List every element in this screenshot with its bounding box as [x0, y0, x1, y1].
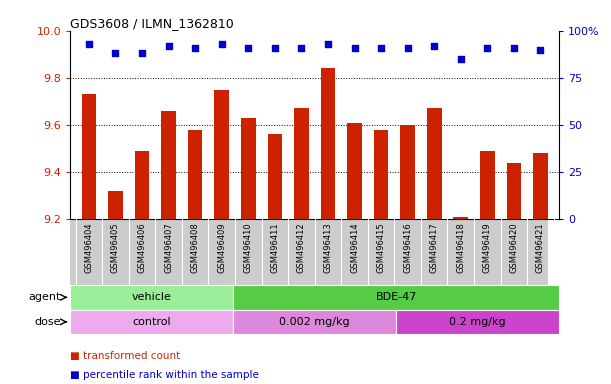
Point	[509, 45, 519, 51]
Text: 0.002 mg/kg: 0.002 mg/kg	[279, 317, 350, 327]
Point	[349, 45, 359, 51]
Bar	[507, 162, 521, 219]
Bar	[396, 310, 559, 334]
Text: GSM496406: GSM496406	[137, 222, 147, 273]
Bar	[321, 68, 335, 219]
Text: GSM496416: GSM496416	[403, 222, 412, 273]
Bar	[108, 191, 123, 219]
Text: vehicle: vehicle	[132, 292, 172, 302]
Text: GSM496413: GSM496413	[323, 222, 332, 273]
Text: GSM496414: GSM496414	[350, 222, 359, 273]
Point	[243, 45, 253, 51]
Text: ■ percentile rank within the sample: ■ percentile rank within the sample	[70, 370, 259, 380]
Text: GSM496415: GSM496415	[376, 222, 386, 273]
Text: GSM496411: GSM496411	[270, 222, 279, 273]
Bar	[134, 151, 149, 219]
Point	[483, 45, 492, 51]
Bar	[70, 285, 233, 310]
Text: GSM496421: GSM496421	[536, 222, 545, 273]
Bar	[70, 310, 233, 334]
Bar	[533, 153, 548, 219]
Bar	[188, 130, 202, 219]
Point	[270, 45, 280, 51]
Bar	[427, 108, 442, 219]
Text: GSM496407: GSM496407	[164, 222, 173, 273]
Bar	[294, 108, 309, 219]
Text: control: control	[133, 317, 171, 327]
Point	[323, 41, 333, 47]
Text: 0.2 mg/kg: 0.2 mg/kg	[449, 317, 506, 327]
Bar	[480, 151, 495, 219]
Bar	[233, 285, 559, 310]
Text: GSM496408: GSM496408	[191, 222, 200, 273]
Text: GDS3608 / ILMN_1362810: GDS3608 / ILMN_1362810	[70, 17, 234, 30]
Point	[456, 56, 466, 62]
Point	[84, 41, 93, 47]
Bar	[241, 118, 255, 219]
Bar	[81, 94, 96, 219]
Text: agent: agent	[28, 292, 60, 302]
Bar	[233, 310, 396, 334]
Text: BDE-47: BDE-47	[375, 292, 417, 302]
Text: GSM496419: GSM496419	[483, 222, 492, 273]
Point	[376, 45, 386, 51]
Bar	[400, 125, 415, 219]
Text: GSM496410: GSM496410	[244, 222, 253, 273]
Bar	[268, 134, 282, 219]
Text: GSM496404: GSM496404	[84, 222, 93, 273]
Point	[296, 45, 306, 51]
Text: GSM496405: GSM496405	[111, 222, 120, 273]
Text: GSM496409: GSM496409	[217, 222, 226, 273]
Point	[190, 45, 200, 51]
Bar	[453, 217, 468, 219]
Point	[137, 50, 147, 56]
Text: dose: dose	[34, 317, 60, 327]
Point	[217, 41, 227, 47]
Point	[430, 43, 439, 49]
Text: ■ transformed count: ■ transformed count	[70, 351, 180, 361]
Bar	[161, 111, 176, 219]
Bar	[347, 122, 362, 219]
Point	[403, 45, 412, 51]
Text: GSM496412: GSM496412	[297, 222, 306, 273]
Bar	[374, 130, 389, 219]
Text: GSM496417: GSM496417	[430, 222, 439, 273]
Point	[536, 46, 546, 53]
Point	[111, 50, 120, 56]
Text: GSM496420: GSM496420	[510, 222, 518, 273]
Text: GSM496418: GSM496418	[456, 222, 465, 273]
Point	[164, 43, 174, 49]
Bar	[214, 89, 229, 219]
